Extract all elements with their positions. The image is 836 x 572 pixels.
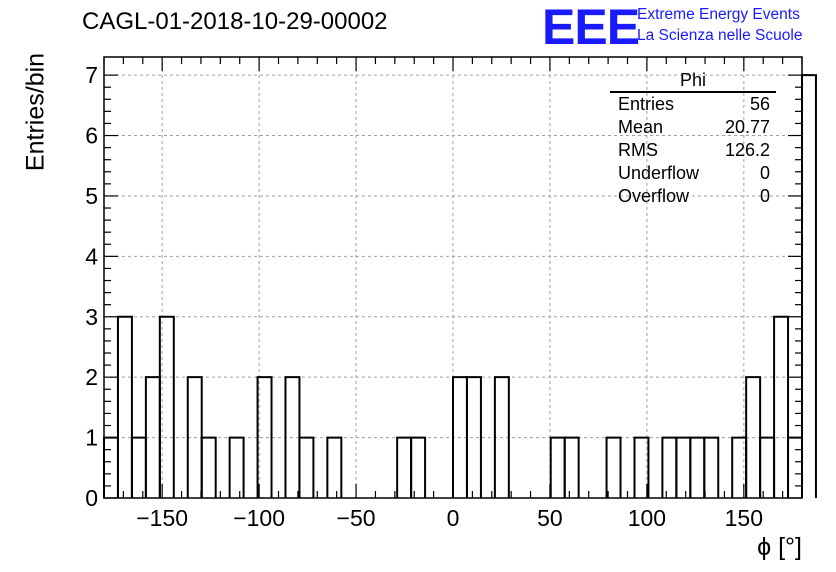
y-tick-label: 5 [85, 183, 98, 209]
stats-label: Overflow [618, 186, 690, 206]
stats-row: Overflow 0 [610, 185, 776, 208]
histogram-bar [200, 436, 217, 498]
histogram-bar [563, 436, 580, 498]
x-axis-label: ϕ [°] [757, 533, 802, 561]
y-tick-label: 6 [85, 123, 98, 149]
y-tick-label: 7 [85, 62, 98, 88]
x-tick-label: 0 [447, 505, 460, 531]
x-tick-label: −50 [337, 505, 376, 531]
y-tick-label: 4 [85, 243, 98, 269]
stats-value: 56 [749, 94, 770, 114]
histogram-bar [689, 436, 706, 498]
histogram-bar [703, 436, 720, 498]
histogram-bar [759, 436, 776, 498]
logo-text: Extreme Energy Events La Scienza nelle S… [637, 4, 802, 46]
histogram-bar [158, 315, 175, 498]
x-tick-label: 50 [537, 505, 563, 531]
logo-line-2: La Scienza nelle Scuole [637, 27, 803, 44]
histogram-bar [787, 436, 803, 498]
stats-row: Underflow 0 [610, 162, 776, 185]
histogram-bar [130, 436, 147, 498]
stats-row: RMS 126.2 [610, 139, 776, 162]
stats-value: 20.77 [724, 117, 770, 137]
x-tick-label: 100 [628, 505, 666, 531]
stats-title: Phi [610, 69, 776, 93]
stats-row: Mean 20.77 [610, 116, 776, 139]
histogram-bar [228, 436, 245, 498]
stats-label: RMS [618, 140, 658, 160]
x-tick-label: −150 [136, 505, 188, 531]
stats-row: Entries 56 [610, 93, 776, 116]
y-tick-label: 1 [85, 425, 98, 451]
x-tick-label: −100 [233, 505, 285, 531]
histogram-bar [256, 376, 273, 498]
histogram-bar [410, 436, 427, 498]
histogram-bar [661, 436, 678, 498]
histogram-bar [801, 74, 817, 498]
histogram-bar [103, 436, 119, 498]
y-tick-label: 3 [85, 304, 98, 330]
histogram-bar [675, 436, 692, 498]
histogram-bar [116, 315, 133, 498]
y-tick-label: 2 [85, 364, 98, 390]
stats-value: 0 [759, 186, 770, 206]
histogram-bar [298, 436, 315, 498]
histogram-bar [465, 376, 482, 498]
stats-label: Mean [618, 117, 664, 137]
eee-logo: EEE [542, 0, 640, 55]
x-tick-label: 150 [725, 505, 763, 531]
stats-value: 126.2 [724, 140, 770, 160]
chart-title: CAGL-01-2018-10-29-00002 [82, 8, 388, 35]
logo-line-1: Extreme Energy Events [637, 6, 800, 23]
histogram-bar [633, 436, 650, 498]
histogram-bar [773, 315, 790, 498]
histogram-bar [605, 436, 622, 498]
histogram-bar [326, 436, 343, 498]
y-tick-label: 0 [85, 485, 98, 511]
stats-label: Entries [618, 94, 675, 114]
stats-value: 0 [759, 163, 770, 183]
histogram-bar [549, 436, 566, 498]
y-axis-label: Entries/bin [21, 52, 50, 172]
histogram-bar [396, 436, 413, 498]
stats-box: Phi Entries 56 Mean 20.77 RMS 126.2 Unde… [610, 69, 776, 208]
histogram-bar [493, 376, 510, 498]
stats-label: Underflow [618, 163, 700, 183]
